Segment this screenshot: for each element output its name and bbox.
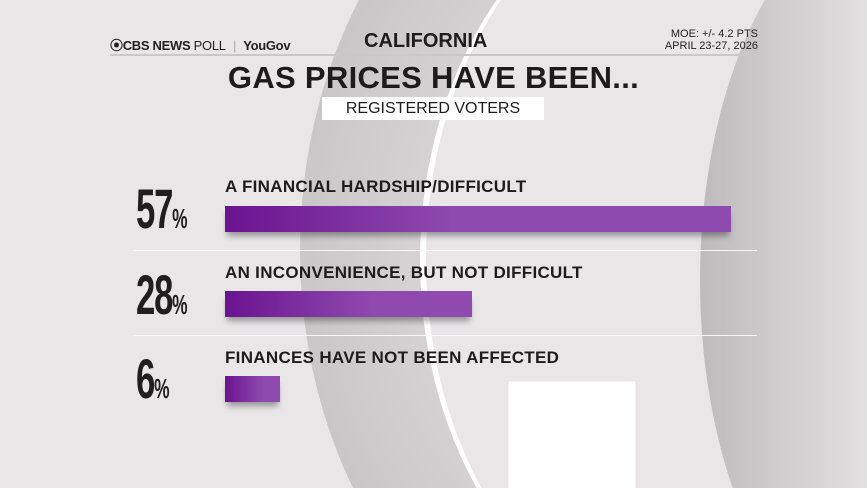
poll-label: POLL bbox=[193, 38, 226, 53]
cbs-news-logo: ⦿CBS NEWS bbox=[110, 38, 191, 53]
percent-number: 57 bbox=[136, 177, 173, 240]
chart-title: GAS PRICES HAVE BEEN... bbox=[227, 60, 640, 95]
percent-symbol: % bbox=[172, 289, 188, 320]
percent-value: 28% bbox=[136, 262, 188, 327]
bar-label: A FINANCIAL HARDSHIP/DIFFICULT bbox=[225, 177, 527, 196]
logo-separator: | bbox=[233, 38, 237, 53]
row-divider bbox=[133, 335, 757, 336]
bar-label: FINANCES HAVE NOT BEEN AFFECTED bbox=[225, 348, 560, 367]
bar-label: AN INCONVENIENCE, BUT NOT DIFFICULT bbox=[225, 263, 583, 282]
poll-dates: APRIL 23-27, 2026 bbox=[664, 40, 758, 52]
percent-value: 6% bbox=[136, 346, 170, 411]
bar-inconvenience bbox=[225, 291, 472, 317]
percent-number: 6 bbox=[136, 347, 155, 410]
header-divider bbox=[110, 54, 757, 56]
poll-meta: MOE: +/- 4.2 PTS APRIL 23-27, 2026 bbox=[665, 28, 758, 52]
percent-symbol: % bbox=[172, 203, 188, 234]
percent-value: 57% bbox=[136, 176, 188, 241]
percent-number: 28 bbox=[136, 263, 173, 326]
cbs-yougov-logo: ⦿CBS NEWS POLL | YouGov bbox=[110, 35, 291, 54]
percent-symbol: % bbox=[154, 373, 170, 404]
chart-subtitle: REGISTERED VOTERS bbox=[322, 97, 544, 120]
state-label: CALIFORNIA bbox=[364, 30, 488, 52]
yougov-logo: YouGov bbox=[243, 38, 291, 53]
bar-hardship bbox=[225, 206, 731, 232]
margin-of-error: MOE: +/- 4.2 PTS bbox=[670, 28, 758, 40]
bar-not-affected bbox=[225, 376, 280, 402]
row-divider bbox=[133, 250, 757, 251]
